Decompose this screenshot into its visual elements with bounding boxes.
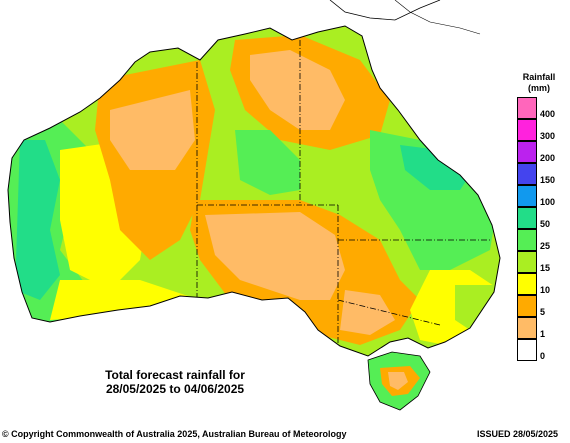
legend-swatch [517, 229, 537, 251]
legend-item: 200 [517, 141, 569, 163]
legend-label: 50 [540, 219, 551, 229]
legend-label: 10 [540, 285, 551, 295]
legend-item: 50 [517, 207, 569, 229]
legend-label: 400 [540, 109, 556, 119]
legend-swatch [517, 207, 537, 229]
legend-item: 150 [517, 163, 569, 185]
legend-item: 1 [517, 317, 569, 339]
copyright-text: © Copyright Commonwealth of Australia 20… [2, 429, 347, 439]
papua-coastline [329, 0, 441, 21]
legend-item: 0 [517, 339, 569, 361]
legend-item: 15 [517, 251, 569, 273]
legend-swatch [517, 163, 537, 185]
legend-item: 100 [517, 185, 569, 207]
legend-label: 200 [540, 153, 556, 163]
legend-item: 10 [517, 273, 569, 295]
australia-rainfall-map [7, 0, 501, 411]
legend-swatch [517, 295, 537, 317]
legend-swatch [517, 185, 537, 207]
legend-swatch [517, 317, 537, 339]
caption-line2: 28/05/2025 to 04/06/2025 [105, 382, 245, 396]
legend-title-line2: (mm) [528, 83, 550, 93]
legend-swatch [517, 273, 537, 295]
legend-label: 15 [540, 263, 551, 273]
legend-label: 300 [540, 131, 556, 141]
legend-label: 100 [540, 197, 556, 207]
tasmania [367, 351, 431, 411]
caption-line1: Total forecast rainfall for [105, 368, 245, 382]
rainfall-legend: 400 300 200 150 100 50 25 15 10 5 1 0 [517, 97, 569, 361]
papua-coastline-east [394, 0, 481, 35]
legend-swatch [517, 119, 537, 141]
issued-date: ISSUED 28/05/2025 [476, 429, 558, 439]
legend-label: 150 [540, 175, 556, 185]
legend-title: Rainfall (mm) [510, 72, 568, 94]
legend-label: 5 [540, 307, 546, 317]
legend-item: 400 [517, 97, 569, 119]
legend-swatch [517, 141, 537, 163]
legend-swatch [517, 97, 537, 119]
legend-label: 25 [540, 241, 551, 251]
mainland-coastline [7, 25, 501, 357]
legend-label: 1 [540, 329, 546, 339]
state-borders [196, 40, 490, 345]
legend-item: 5 [517, 295, 569, 317]
legend-item: 300 [517, 119, 569, 141]
legend-swatch [517, 339, 537, 361]
forecast-caption: Total forecast rainfall for 28/05/2025 t… [60, 368, 290, 396]
legend-label: 0 [540, 351, 546, 361]
legend-item: 25 [517, 229, 569, 251]
legend-title-line1: Rainfall [522, 72, 556, 82]
legend-swatch [517, 251, 537, 273]
